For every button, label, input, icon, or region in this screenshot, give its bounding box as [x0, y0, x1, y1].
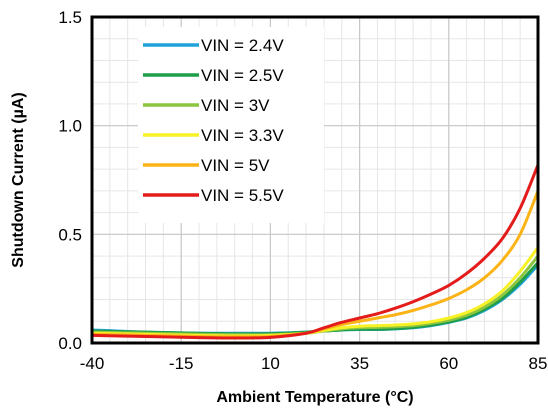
legend-label-1: VIN = 2.5V — [201, 66, 284, 85]
x-tick-label: 10 — [261, 354, 280, 373]
legend-label-5: VIN = 5.5V — [201, 186, 284, 205]
series-line-0 — [90, 263, 540, 335]
legend-label-4: VIN = 5V — [201, 156, 270, 175]
y-tick-label: 0.0 — [58, 334, 82, 353]
series-line-5 — [90, 163, 540, 340]
y-tick-label: 0.5 — [58, 225, 82, 244]
y-tick-label: 1.0 — [58, 117, 82, 136]
y-tick-labels: 0.0 0.5 1.0 1.5 — [58, 8, 82, 353]
series-layer — [90, 163, 540, 340]
x-tick-label: 85 — [529, 354, 548, 373]
x-axis-title: Ambient Temperature (°C) — [216, 389, 413, 406]
x-tick-labels: -40 -15 10 35 60 85 — [80, 354, 548, 373]
series-line-2 — [90, 254, 540, 337]
plot-area-border — [90, 15, 540, 345]
x-tick-label: 35 — [350, 354, 369, 373]
series-line-3 — [90, 245, 540, 338]
x-tick-label: 60 — [439, 354, 458, 373]
x-tick-label: -15 — [169, 354, 194, 373]
legend-label-3: VIN = 3.3V — [201, 126, 284, 145]
y-axis-title: Shutdown Current (µA) — [10, 92, 27, 267]
series-line-1 — [90, 261, 540, 336]
y-tick-label: 1.5 — [58, 8, 82, 27]
x-tick-label: -40 — [80, 354, 105, 373]
legend-label-2: VIN = 3V — [201, 96, 270, 115]
legend-label-0: VIN = 2.4V — [201, 36, 284, 55]
legend-background — [138, 27, 324, 223]
legend: VIN = 2.4V VIN = 2.5V VIN = 3V VIN = 3.3V VI… — [143, 36, 284, 205]
